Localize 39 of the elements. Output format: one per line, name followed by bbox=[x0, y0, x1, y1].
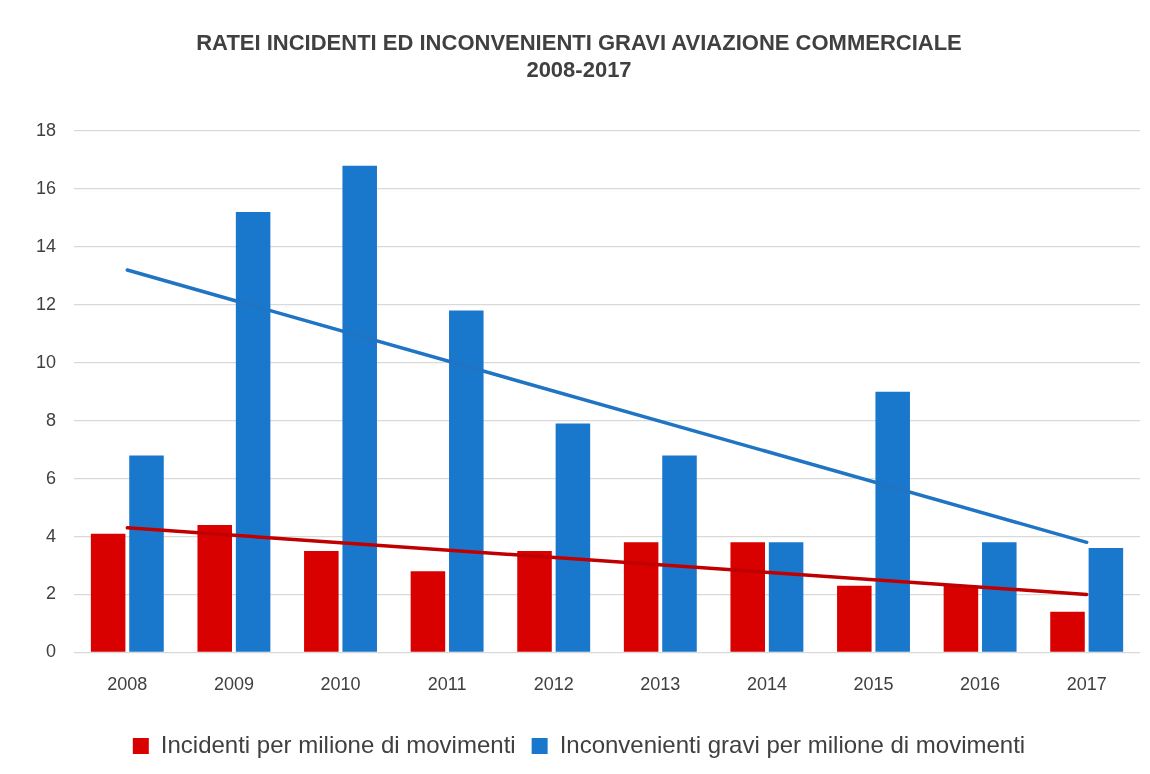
y-tick-label: 6 bbox=[46, 467, 57, 488]
x-tick-label: 2016 bbox=[960, 674, 1001, 695]
x-tick-label: 2009 bbox=[213, 674, 254, 695]
x-tick-label: 2012 bbox=[533, 674, 574, 695]
bar bbox=[730, 542, 765, 652]
bar bbox=[982, 542, 1017, 652]
chart-title: RATEI INCIDENTI ED INCONVENIENTI GRAVI AVIAZIONE COMMERCIALE 2008-2017 bbox=[196, 29, 962, 83]
y-tick-label: 12 bbox=[35, 293, 57, 314]
y-tick-label: 4 bbox=[46, 525, 57, 546]
x-tick-label: 2008 bbox=[107, 674, 148, 695]
bar bbox=[1088, 548, 1124, 652]
y-tick-label: 10 bbox=[35, 351, 57, 372]
legend-label: Inconvenienti gravi per milione di movimenti bbox=[559, 730, 1026, 758]
x-tick-label: 2011 bbox=[427, 674, 467, 695]
x-tick-label: 2015 bbox=[853, 674, 894, 695]
x-tick-label: 2010 bbox=[320, 674, 361, 695]
bar bbox=[768, 542, 804, 652]
y-tick-label: 18 bbox=[35, 119, 57, 140]
y-tick-label: 14 bbox=[35, 235, 57, 256]
bar bbox=[623, 542, 659, 652]
x-tick-label: 2013 bbox=[640, 674, 681, 695]
bar bbox=[410, 571, 446, 652]
bar bbox=[555, 423, 591, 652]
bar bbox=[517, 551, 552, 652]
y-tick-label: 16 bbox=[35, 177, 57, 198]
bar bbox=[662, 455, 697, 652]
y-tick-label: 2 bbox=[46, 583, 57, 604]
bar bbox=[197, 524, 232, 652]
bar bbox=[1050, 611, 1085, 652]
bar bbox=[837, 585, 872, 652]
y-tick-label: 0 bbox=[46, 641, 57, 662]
bar bbox=[943, 585, 979, 652]
y-tick-label: 8 bbox=[46, 409, 57, 430]
legend-label: Incidenti per milione di movimenti bbox=[160, 730, 516, 758]
x-tick-label: 2014 bbox=[746, 674, 787, 695]
x-tick-label: 2017 bbox=[1066, 674, 1107, 695]
bar bbox=[304, 551, 339, 652]
bar bbox=[90, 533, 126, 652]
bar bbox=[129, 455, 164, 652]
